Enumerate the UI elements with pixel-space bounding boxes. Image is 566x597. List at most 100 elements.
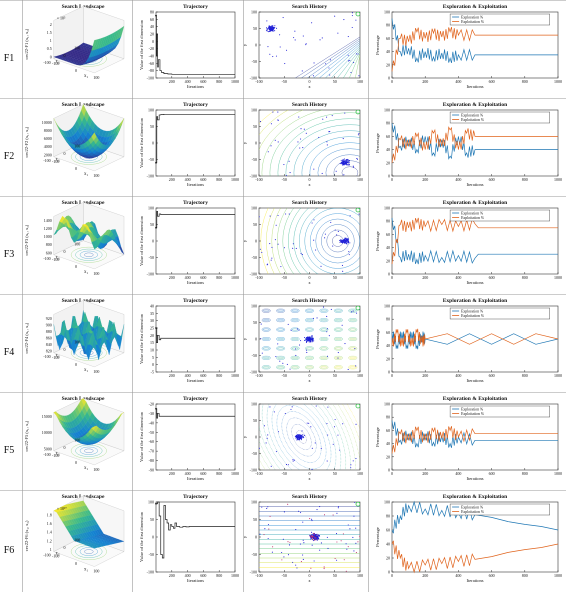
panel-title: Trajectory	[183, 102, 208, 108]
history-point	[300, 138, 301, 139]
history-point	[349, 162, 350, 163]
y-tick-label: 0	[255, 141, 257, 146]
history-point	[345, 241, 346, 242]
history-point	[347, 162, 348, 163]
history-point	[297, 328, 298, 329]
history-point	[312, 539, 313, 540]
history-point	[354, 348, 355, 349]
history-point	[318, 535, 319, 536]
history-point	[312, 341, 313, 342]
x-tick-label: 200	[169, 79, 175, 84]
history-point	[314, 537, 315, 538]
y-tick-label: 60	[386, 428, 390, 433]
history-point	[270, 516, 271, 517]
axes-frame	[156, 306, 235, 372]
legend-entry: Exploration %	[461, 114, 484, 118]
history-point	[353, 516, 354, 517]
history-point	[307, 337, 308, 338]
y-axis-label: Percentage	[375, 133, 380, 153]
y-tick-label: 20	[386, 356, 390, 361]
history-point	[326, 316, 327, 317]
x-tick-label: 100	[357, 275, 363, 280]
history-point	[268, 538, 269, 539]
history-point	[300, 340, 301, 341]
history-point	[292, 562, 293, 563]
history-point	[307, 339, 308, 340]
history-point	[323, 307, 324, 308]
x-axis-label: x₁	[84, 368, 89, 373]
y-tick-label: 0	[64, 151, 66, 156]
history-point	[355, 365, 356, 366]
history-point	[288, 464, 289, 465]
trajectory-start-point	[155, 408, 157, 410]
x-tick-label: -100	[255, 79, 262, 84]
y-tick-label: 0	[388, 272, 390, 277]
history-point	[348, 546, 349, 547]
history-point	[297, 434, 298, 435]
history-point	[335, 419, 336, 420]
x-tick-label: 200	[169, 177, 175, 182]
x-tick-label: 1000	[231, 373, 239, 378]
y-tick-label: -50	[149, 255, 154, 260]
history-point	[349, 242, 350, 243]
z-tick-label: 4000	[44, 144, 52, 149]
history-point	[358, 134, 359, 135]
x-axis-label: x	[308, 378, 311, 383]
history-point	[306, 352, 307, 353]
history-point	[316, 405, 317, 406]
x-axis-label: Iterations	[467, 578, 484, 583]
history-point	[268, 151, 269, 152]
history-point	[313, 540, 314, 541]
history-point	[302, 554, 303, 555]
history-point	[298, 434, 299, 435]
y-tick-label: 60	[386, 134, 390, 139]
y-tick-label: -5	[151, 370, 154, 375]
y-tick-label: 0	[255, 239, 257, 244]
axes-frame	[156, 502, 235, 572]
z-tick-label: 800	[46, 242, 52, 247]
x-tick-label: 50	[333, 573, 337, 578]
y-tick-label: -20	[149, 402, 154, 407]
history-point	[301, 430, 302, 431]
y-tick-label: 0	[255, 435, 257, 440]
history-point	[357, 541, 358, 542]
history-point	[262, 353, 263, 354]
x-tick-label: 200	[169, 471, 175, 476]
legend-entry: Exploitation %	[461, 314, 485, 318]
history-point	[353, 167, 354, 168]
history-point	[342, 271, 343, 272]
y-tick-label: 100	[148, 108, 154, 113]
history-point	[341, 239, 342, 240]
x-tick-label: 200	[422, 471, 428, 476]
history-point	[348, 524, 349, 525]
history-point	[338, 352, 339, 353]
z-scale-label: × 10⁵	[57, 15, 66, 20]
history-point	[337, 435, 338, 436]
history-point	[283, 556, 284, 557]
history-point	[274, 30, 275, 31]
history-point	[281, 552, 282, 553]
x-axis-label: x₁	[84, 270, 89, 275]
history-point	[326, 423, 327, 424]
trajectory-start-point	[155, 162, 157, 164]
history-point	[300, 435, 301, 436]
y-tick-label: -50	[252, 353, 257, 358]
history-point	[298, 511, 299, 512]
history-point	[313, 169, 314, 170]
history-point	[344, 163, 345, 164]
trajectory-start-point	[155, 227, 157, 229]
y-tick-label: -50	[252, 255, 257, 260]
z-tick-label: 860	[46, 335, 52, 340]
y-axis-label: Value of the first dimension	[139, 313, 144, 364]
history-point	[304, 435, 305, 436]
y-tick-label: 0	[255, 43, 257, 48]
history-point	[300, 544, 301, 545]
history-point	[301, 253, 302, 254]
history-point	[306, 133, 307, 134]
